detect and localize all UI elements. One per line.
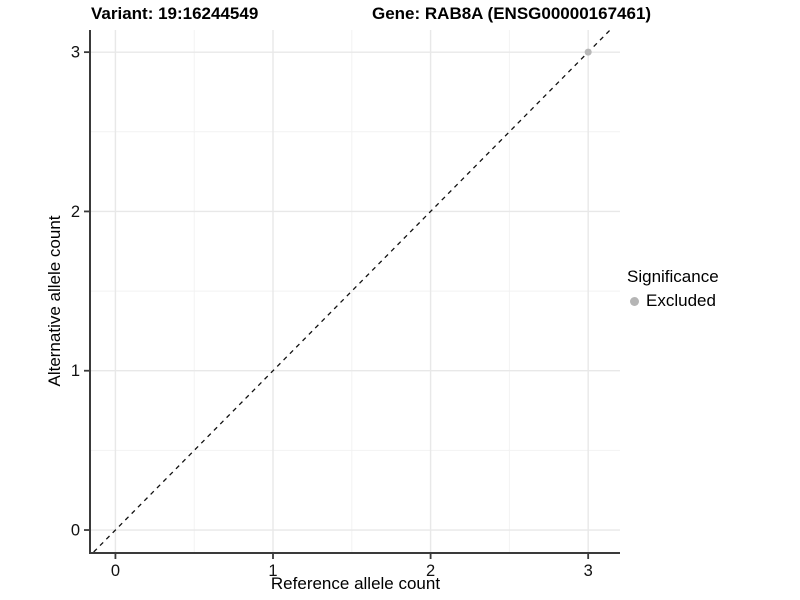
y-axis-title: Alternative allele count — [45, 215, 64, 387]
data-point — [584, 48, 592, 56]
legend-items: Excluded — [627, 291, 719, 311]
x-tick-label: 3 — [584, 562, 593, 580]
legend-point-icon — [630, 296, 639, 306]
y-tick-label: 3 — [71, 44, 80, 62]
x-tick-label: 1 — [268, 562, 277, 580]
x-tick-label: 2 — [426, 562, 435, 580]
x-axis-title: Reference allele count — [270, 574, 441, 593]
variant-title: Variant: 19:16244549 — [91, 4, 259, 23]
legend-item-label: Excluded — [646, 291, 716, 310]
gene-title: Gene: RAB8A (ENSG00000167461) — [372, 4, 652, 23]
y-tick-label: 2 — [71, 203, 80, 221]
legend-item: Excluded — [627, 291, 719, 311]
legend-title: Significance — [627, 267, 719, 286]
y-tick-label: 0 — [71, 522, 80, 540]
x-tick-label: 0 — [111, 562, 120, 580]
y-tick-label: 1 — [71, 362, 80, 380]
legend: Significance Excluded — [627, 267, 719, 311]
